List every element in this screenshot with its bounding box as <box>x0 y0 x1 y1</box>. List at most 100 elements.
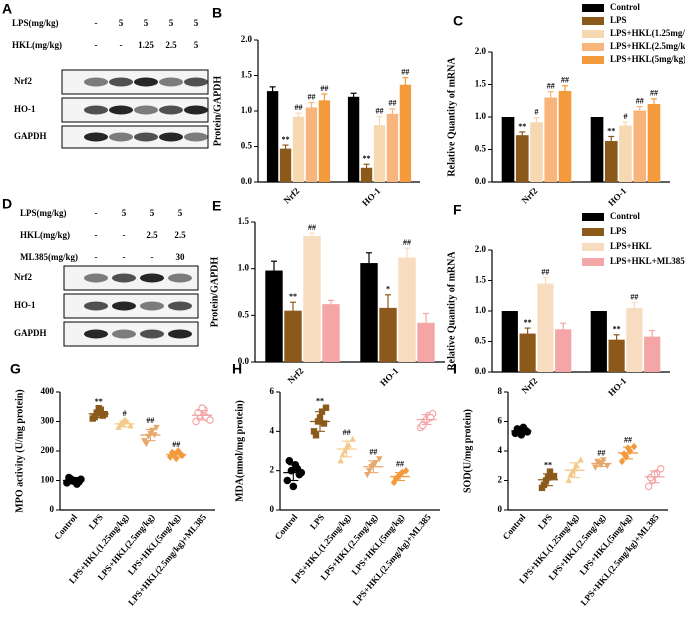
panel-letter: H <box>232 361 242 377</box>
legend-swatch <box>582 17 604 25</box>
blot-band <box>84 301 108 311</box>
y-tick-label: 0.5 <box>475 144 487 154</box>
significance-label: ## <box>630 292 638 301</box>
blot-header-value: 2.5 <box>165 40 177 50</box>
y-tick-label: 0.5 <box>241 141 253 151</box>
blot-band <box>134 77 158 87</box>
significance-label: ## <box>388 99 396 108</box>
significance-label: ## <box>376 107 384 116</box>
data-point <box>349 435 356 442</box>
y-axis-label: Protein/GAPDH <box>209 257 220 328</box>
blot-band <box>168 273 192 283</box>
bar <box>626 307 643 372</box>
data-point <box>402 466 410 475</box>
bar <box>399 84 412 182</box>
blot-band <box>184 132 208 142</box>
blot-header-value: 5 <box>178 208 183 218</box>
bar <box>644 336 661 372</box>
y-tick-label: 6 <box>498 416 503 426</box>
y-tick-label: 4 <box>270 425 275 435</box>
significance-label: ## <box>541 267 549 276</box>
bar <box>347 96 360 182</box>
y-axis-label: MPO activity (U/mg protein) <box>14 389 25 512</box>
blot-header-value: - <box>151 252 154 262</box>
y-tick-label: 4 <box>498 445 503 455</box>
data-point <box>285 457 294 465</box>
blot-band <box>184 77 208 87</box>
y-tick-label: 0.5 <box>238 309 250 319</box>
significance-label: ** <box>282 135 290 144</box>
bar <box>590 117 604 182</box>
legend-label: LPS+HKL(5mg/kg) <box>610 54 685 64</box>
x-tick-label: Nrf2 <box>520 185 540 205</box>
significance-label: ## <box>597 449 605 458</box>
y-tick-label: 1.0 <box>238 263 250 273</box>
bar <box>266 91 279 182</box>
data-point <box>312 432 320 439</box>
x-tick-label: Nrf2 <box>520 375 540 395</box>
bar <box>501 311 518 372</box>
bar <box>633 110 647 182</box>
data-point <box>567 471 574 478</box>
panel-letter: E <box>212 198 221 214</box>
data-point <box>618 457 626 466</box>
bar <box>619 125 632 182</box>
legend-swatch <box>582 228 604 236</box>
bar <box>555 329 572 372</box>
x-tick-label: HO-1 <box>378 365 401 388</box>
significance-label: ## <box>308 223 316 232</box>
y-tick-label: 1.5 <box>241 70 253 80</box>
blot-band <box>159 77 183 87</box>
significance-label: ## <box>403 238 411 247</box>
blot-band <box>84 132 108 142</box>
y-axis-label: Relative Quantity of mRNA <box>446 57 457 177</box>
bar <box>373 125 386 182</box>
data-point <box>77 475 85 484</box>
blot-band <box>134 105 158 115</box>
data-point <box>604 463 611 470</box>
legend-label: Control <box>610 2 640 12</box>
y-tick-label: 0.0 <box>241 176 253 186</box>
blot-header-value: 5 <box>122 208 127 218</box>
y-tick-label: 400 <box>41 386 55 396</box>
blot-band <box>84 329 108 339</box>
y-tick-label: 0.0 <box>475 176 487 186</box>
data-point <box>91 413 98 421</box>
blot-header-value: 1.25 <box>138 40 154 50</box>
data-point <box>540 481 548 489</box>
data-point <box>192 417 200 426</box>
bar <box>537 283 554 372</box>
significance-label: ## <box>320 84 328 93</box>
blot-header-value: 2.5 <box>146 230 158 240</box>
blot-header-value: 2.5 <box>174 230 186 240</box>
blot-band <box>184 105 208 115</box>
legend-swatch <box>582 4 604 12</box>
data-point <box>206 416 214 424</box>
data-point <box>376 456 383 463</box>
bar <box>604 141 618 182</box>
data-point <box>169 448 176 457</box>
y-axis-label: Protein/GAPDH <box>212 76 223 147</box>
blot-band <box>159 132 183 142</box>
blot-band <box>140 301 164 311</box>
significance-label: # <box>535 107 539 116</box>
bar <box>279 148 292 182</box>
x-tick-label: Control <box>273 512 300 542</box>
bar <box>515 135 529 182</box>
x-tick-label: HO-1 <box>606 375 629 398</box>
data-point <box>337 457 344 464</box>
data-point <box>322 404 330 411</box>
blot-band <box>168 329 192 339</box>
data-point <box>339 451 346 458</box>
y-tick-label: 0 <box>498 504 503 514</box>
bar <box>417 322 435 362</box>
significance-label: ## <box>547 81 555 90</box>
data-point <box>167 453 174 461</box>
y-tick-label: 300 <box>41 416 55 426</box>
bar <box>322 304 340 362</box>
bar <box>305 107 318 182</box>
data-point <box>644 482 653 491</box>
blot-row-label: Nrf2 <box>14 272 32 282</box>
y-tick-label: 2.0 <box>475 244 487 254</box>
blot-band <box>84 273 108 283</box>
